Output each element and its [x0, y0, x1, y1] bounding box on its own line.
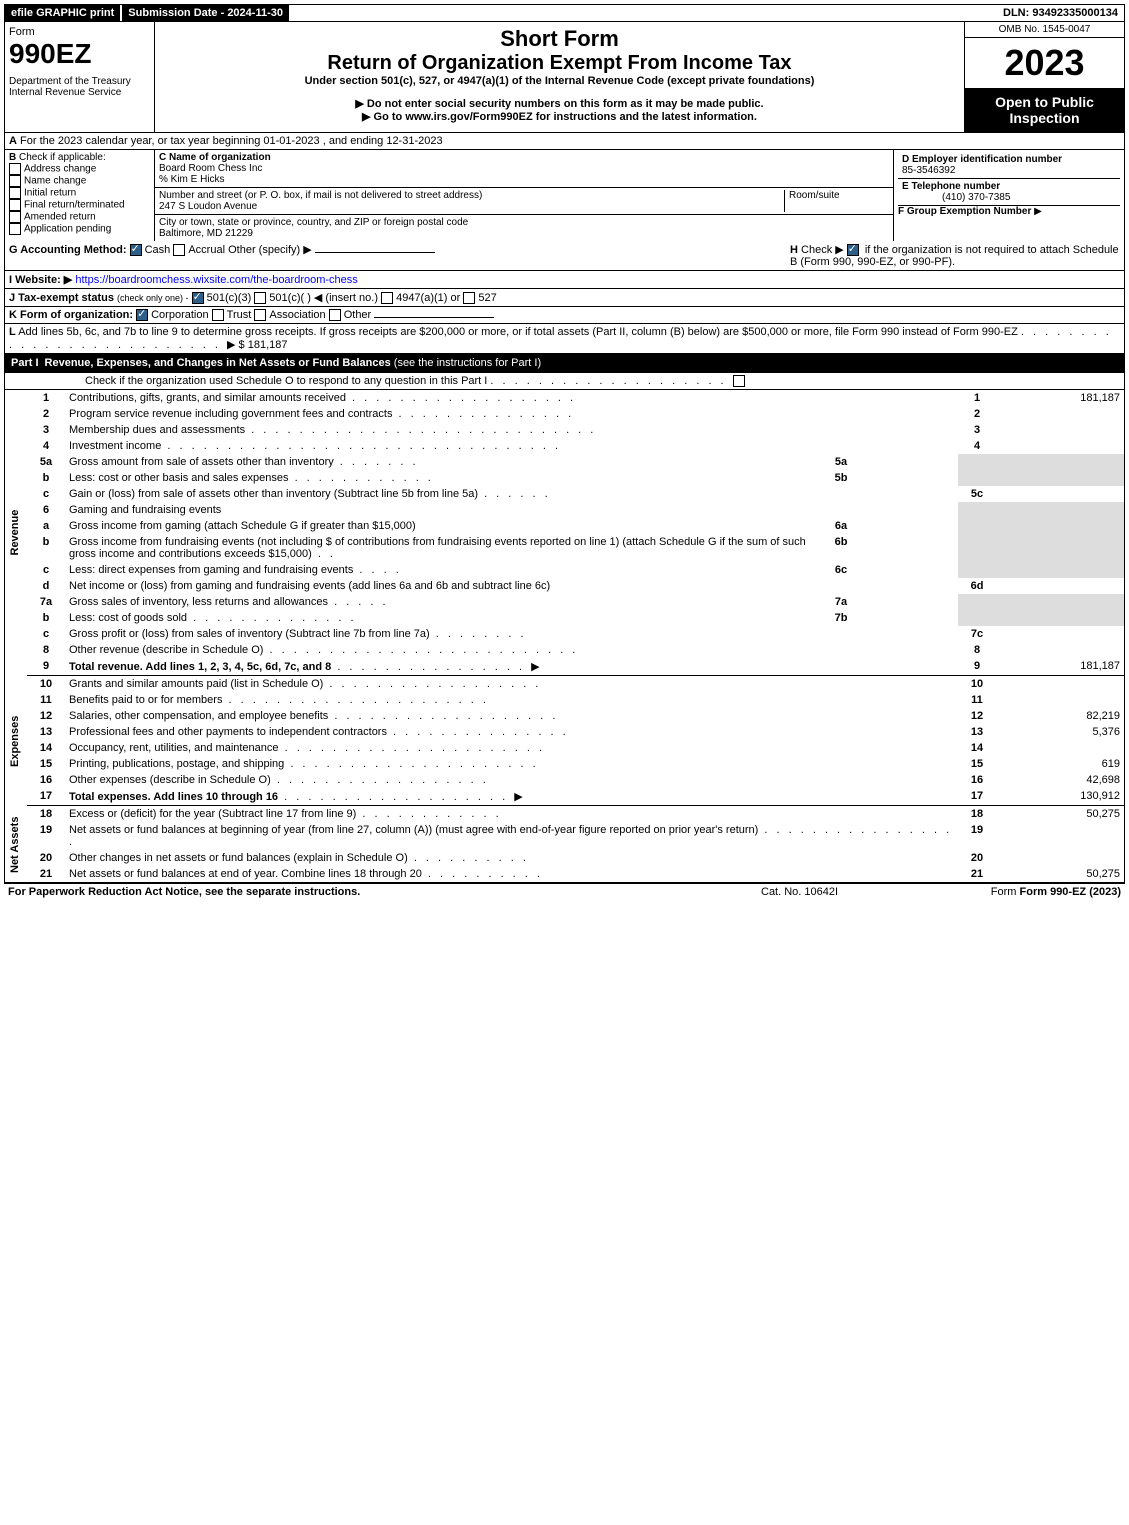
- footer-left: For Paperwork Reduction Act Notice, see …: [8, 886, 761, 898]
- top-bar: efile GRAPHIC print Submission Date - 20…: [4, 4, 1125, 22]
- l-text: Add lines 5b, 6c, and 7b to line 9 to de…: [18, 326, 1018, 338]
- city-label: City or town, state or province, country…: [159, 217, 468, 228]
- row-l: L Add lines 5b, 6c, and 7b to line 9 to …: [4, 324, 1125, 354]
- grid-bcd: B Check if applicable: Address change Na…: [4, 150, 1125, 241]
- checkbox-corp[interactable]: [136, 309, 148, 321]
- col-c: C Name of organization Board Room Chess …: [155, 150, 894, 241]
- form-header: Form 990EZ Department of the Treasury In…: [4, 22, 1125, 133]
- b-label: B: [9, 152, 16, 163]
- row-a: A For the 2023 calendar year, or tax yea…: [4, 133, 1125, 150]
- row-j: J Tax-exempt status (check only one) - 5…: [4, 289, 1125, 307]
- checkbox-address[interactable]: [9, 163, 21, 175]
- room-label: Room/suite: [789, 190, 840, 201]
- part1-table: Revenue 1 Contributions, gifts, grants, …: [4, 390, 1125, 883]
- footer: For Paperwork Reduction Act Notice, see …: [4, 883, 1125, 900]
- checkbox-accrual[interactable]: [173, 244, 185, 256]
- b-check-if: Check if applicable:: [19, 152, 106, 163]
- checkbox-other-org[interactable]: [329, 309, 341, 321]
- return-title: Return of Organization Exempt From Incom…: [159, 52, 960, 75]
- website-link[interactable]: https://boardroomchess.wixsite.com/the-b…: [75, 274, 357, 286]
- footer-mid: Cat. No. 10642I: [761, 886, 961, 898]
- open-public: Open to Public Inspection: [965, 88, 1124, 132]
- group-label: F Group Exemption Number: [898, 206, 1031, 217]
- checkbox-501c[interactable]: [254, 292, 266, 304]
- l-label: L: [9, 326, 16, 338]
- a-text: For the 2023 calendar year, or tax year …: [20, 135, 443, 147]
- netassets-label: Net Assets: [5, 806, 28, 883]
- h-label: H: [790, 244, 798, 256]
- checkbox-schedule-o[interactable]: [733, 375, 745, 387]
- c-name-label: C Name of organization: [159, 152, 271, 163]
- checkbox-h[interactable]: [847, 244, 859, 256]
- checkbox-final[interactable]: [9, 199, 21, 211]
- goto-link[interactable]: ▶ Go to www.irs.gov/Form990EZ for instru…: [159, 110, 960, 123]
- phone: (410) 370-7385: [902, 192, 1010, 203]
- group-arrow: ▶: [1034, 206, 1042, 217]
- header-right: OMB No. 1545-0047 2023 Open to Public In…: [964, 22, 1124, 132]
- dept-label: Department of the Treasury Internal Reve…: [9, 76, 150, 98]
- no-ssn-note: ▶ Do not enter social security numbers o…: [159, 97, 960, 110]
- form-number: 990EZ: [9, 38, 150, 70]
- checkbox-527[interactable]: [463, 292, 475, 304]
- checkbox-cash[interactable]: [130, 244, 142, 256]
- dln: DLN: 93492335000134: [997, 5, 1124, 21]
- row-gh: G Accounting Method: Cash Accrual Other …: [4, 241, 1125, 271]
- street-label: Number and street (or P. O. box, if mail…: [159, 190, 482, 201]
- checkbox-trust[interactable]: [212, 309, 224, 321]
- org-name: Board Room Chess Inc: [159, 163, 262, 174]
- g-label: G Accounting Method:: [9, 244, 127, 256]
- efile-label: efile GRAPHIC print: [5, 5, 120, 21]
- ein: 85-3546392: [902, 165, 955, 176]
- header-left: Form 990EZ Department of the Treasury In…: [5, 22, 155, 132]
- l-amount: ▶ $ 181,187: [227, 339, 287, 351]
- phone-label: E Telephone number: [902, 181, 1000, 192]
- care-of: % Kim E Hicks: [159, 174, 225, 185]
- submission-date: Submission Date - 2024-11-30: [120, 5, 289, 21]
- part1-check: Check if the organization used Schedule …: [4, 373, 1125, 390]
- street: 247 S Loudon Avenue: [159, 201, 257, 212]
- checkbox-initial[interactable]: [9, 187, 21, 199]
- row-i: I Website: ▶ https://boardroomchess.wixs…: [4, 271, 1125, 289]
- k-label: K Form of organization:: [9, 309, 133, 321]
- checkbox-501c3[interactable]: [192, 292, 204, 304]
- col-b: B Check if applicable: Address change Na…: [5, 150, 155, 241]
- checkbox-4947[interactable]: [381, 292, 393, 304]
- revenue-label: Revenue: [5, 390, 28, 676]
- checkbox-amended[interactable]: [9, 211, 21, 223]
- col-d: D Employer identification number 85-3546…: [894, 150, 1124, 241]
- part1-header: Part I Revenue, Expenses, and Changes in…: [4, 354, 1125, 373]
- footer-right: Form Form 990-EZ (2023): [961, 886, 1121, 898]
- row-k: K Form of organization: Corporation Trus…: [4, 307, 1125, 324]
- omb-number: OMB No. 1545-0047: [965, 22, 1124, 38]
- header-mid: Short Form Return of Organization Exempt…: [155, 22, 964, 132]
- checkbox-pending[interactable]: [9, 223, 21, 235]
- part1-label: Part I: [11, 357, 45, 369]
- a-label: A: [9, 135, 17, 147]
- city: Baltimore, MD 21229: [159, 228, 253, 239]
- tax-year: 2023: [965, 38, 1124, 88]
- expenses-label: Expenses: [5, 676, 28, 806]
- short-form-title: Short Form: [159, 26, 960, 52]
- i-label: I Website: ▶: [9, 274, 72, 286]
- checkbox-assoc[interactable]: [254, 309, 266, 321]
- checkbox-name[interactable]: [9, 175, 21, 187]
- j-label: J Tax-exempt status: [9, 292, 114, 304]
- form-label: Form: [9, 26, 150, 38]
- ein-label: D Employer identification number: [902, 154, 1062, 165]
- under-section: Under section 501(c), 527, or 4947(a)(1)…: [159, 75, 960, 87]
